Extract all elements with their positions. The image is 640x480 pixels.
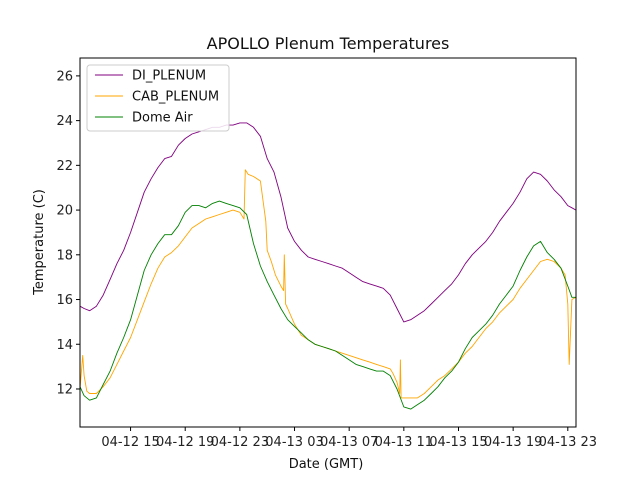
y-tick-label: 26 [56, 69, 73, 84]
x-tick-label: 04-12 19 [156, 435, 214, 450]
y-tick-label: 22 [56, 159, 73, 174]
x-tick-label: 04-13 19 [484, 435, 542, 450]
legend-label: Dome Air [132, 111, 193, 126]
x-tick-label: 04-12 15 [101, 435, 159, 450]
y-tick-label: 14 [56, 338, 73, 353]
x-axis-label: Date (GMT) [289, 457, 364, 472]
series-lines [80, 122, 576, 410]
x-tick-label: 04-13 23 [539, 435, 597, 450]
chart-title: APOLLO Plenum Temperatures [207, 34, 450, 53]
y-axis-ticks: 12 14 16 18 20 22 24 26 [56, 69, 80, 397]
legend-box [86, 64, 230, 132]
series-line-dome-air [80, 200, 576, 410]
x-tick-label: 04-13 07 [320, 435, 378, 450]
y-tick-label: 12 [56, 382, 73, 397]
x-tick-label: 04-13 11 [375, 435, 433, 450]
legend-label: DI_PLENUM [132, 69, 206, 84]
series-line-di-plenum [80, 122, 576, 323]
y-tick-label: 20 [56, 204, 73, 219]
plot-frame [79, 57, 577, 428]
y-tick-label: 18 [56, 248, 73, 263]
legend-label: CAB_PLENUM [132, 90, 219, 105]
legend: DI_PLENUM CAB_PLENUM Dome Air [86, 64, 230, 132]
x-tick-label: 04-13 03 [265, 435, 323, 450]
x-tick-label: 04-13 15 [429, 435, 487, 450]
x-tick-label: 04-12 23 [211, 435, 269, 450]
y-tick-label: 16 [56, 293, 73, 308]
y-tick-label: 24 [56, 114, 73, 129]
y-axis-label: Temperature (C) [32, 189, 47, 296]
